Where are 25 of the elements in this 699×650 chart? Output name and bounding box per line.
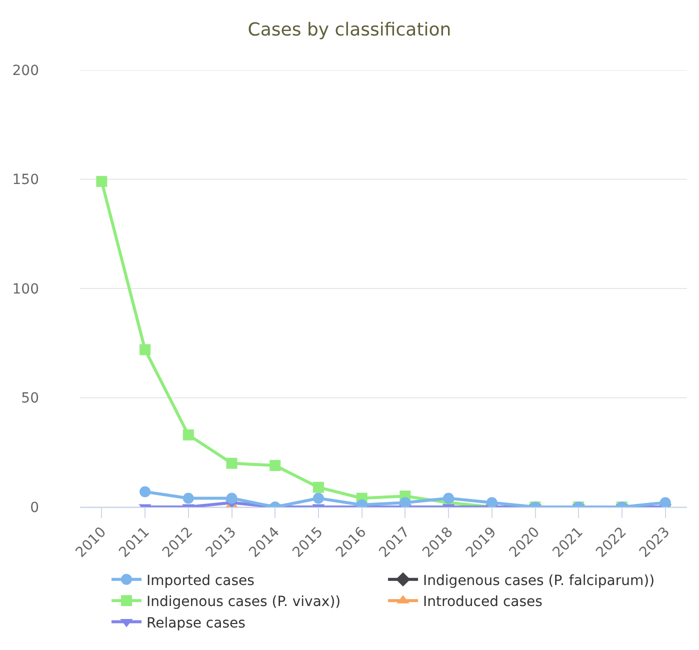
point: [182, 429, 194, 440]
point: [660, 497, 671, 507]
point: [140, 344, 151, 356]
legend-label: Indigenous cases (P. falciparum)): [423, 572, 655, 589]
point: [270, 460, 281, 471]
point: [312, 482, 324, 493]
y-tick-label: 150: [12, 172, 39, 188]
chart-title: Cases by classification: [248, 19, 452, 40]
point: [486, 497, 498, 507]
point: [182, 492, 194, 504]
point: [226, 458, 238, 469]
point: [96, 176, 108, 187]
point: [312, 492, 324, 504]
legend-label: Relapse cases: [146, 615, 246, 632]
point: [400, 497, 411, 507]
y-tick-label: 200: [12, 62, 39, 79]
y-tick-label: 100: [12, 281, 39, 298]
legend-label: Introduced cases: [423, 594, 542, 610]
legend-label: Imported cases: [146, 572, 254, 589]
y-tick-label: 50: [21, 390, 39, 407]
point: [226, 492, 238, 504]
legend-label: Indigenous cases (P. vivax)): [146, 594, 341, 610]
point: [443, 492, 454, 504]
point: [140, 486, 151, 498]
y-tick-label: 0: [30, 500, 39, 516]
